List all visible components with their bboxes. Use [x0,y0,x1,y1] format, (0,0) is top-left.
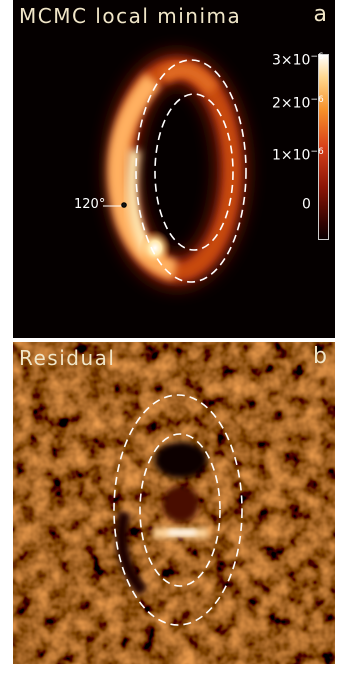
ring-top-arc [158,63,219,95]
angle-marker [121,202,127,208]
residual-dark-top [155,442,207,478]
panel-model: MCMC local minima a 120° [13,0,335,338]
outer-ellipse [135,59,247,283]
colorbar-tick: 2×10−6 [272,95,324,112]
tick-exponent: −6 [310,52,324,62]
colorbar [318,54,329,240]
panel-residual: Residual b [13,342,335,664]
tick-exponent: −6 [310,95,324,105]
inner-ellipse [154,93,234,251]
tick-mantissa: 1×10 [272,147,311,164]
model-image [13,0,335,338]
tick-mantissa: 2×10 [272,95,311,112]
panel-b-letter: b [313,344,327,369]
inner-ellipse [139,433,221,587]
residual-dark-arc [115,510,148,596]
colorbar-tick: 0 [302,196,311,213]
colorbar-tick: 3×10−6 [272,52,324,69]
tick-mantissa: 3×10 [272,52,311,69]
residual-image [13,342,335,664]
panel-b-title: Residual [19,346,116,370]
tick-mantissa: 0 [302,196,311,213]
panel-a-title: MCMC local minima [19,4,242,28]
panel-a-letter: a [313,2,327,27]
tick-exponent: −6 [310,147,324,157]
outer-ellipse [113,394,243,626]
angle-label: 120° [74,197,106,212]
ring-hotspot [139,230,171,266]
colorbar-tick: 1×10−6 [272,147,324,164]
